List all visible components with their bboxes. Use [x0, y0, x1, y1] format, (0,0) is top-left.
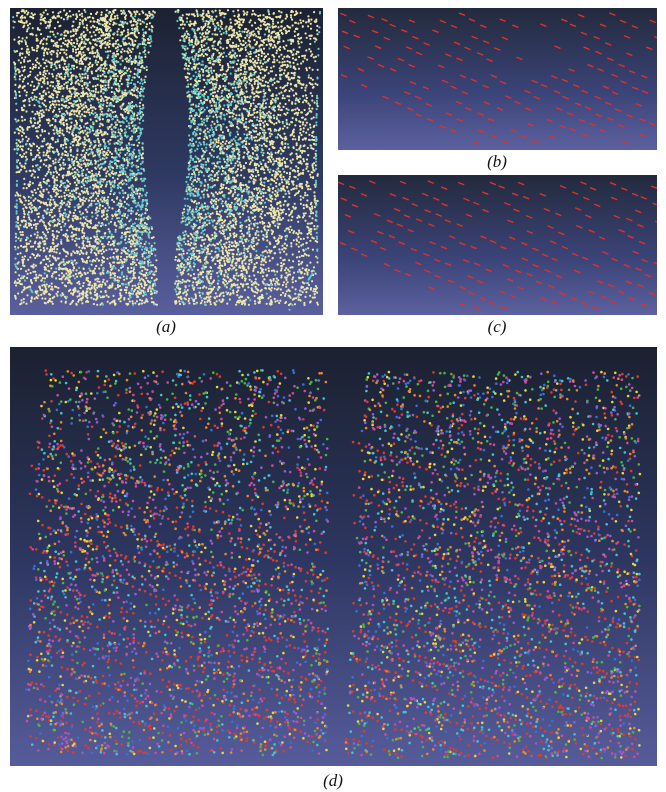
figure: (a) (b) (c) (d) — [0, 0, 666, 792]
panel-label: (d) — [323, 771, 343, 790]
panel-d — [10, 347, 657, 766]
panel-label: (c) — [488, 317, 507, 336]
panel-b — [338, 8, 657, 150]
panel-label: (a) — [156, 317, 176, 336]
panel-c — [338, 175, 657, 315]
panel-label: (b) — [487, 152, 507, 171]
